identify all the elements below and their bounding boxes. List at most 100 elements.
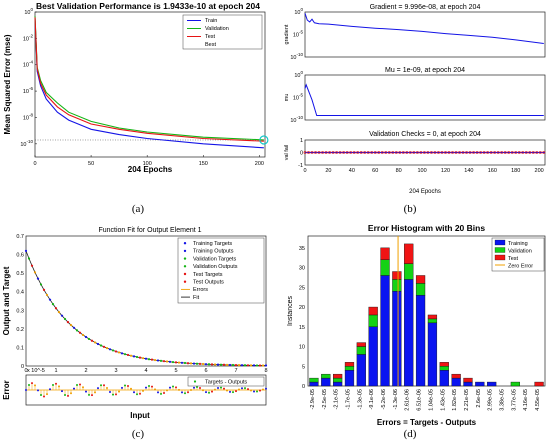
fit-error-point (31, 382, 33, 385)
mu-ylabel: mu (284, 94, 290, 102)
fit-point (93, 341, 97, 344)
fit-xtick-label: 7 (234, 368, 237, 374)
fit-point (39, 283, 43, 286)
valchecks-marker (377, 151, 381, 154)
fit-error-point (163, 391, 165, 394)
hist-bar-training (392, 291, 402, 387)
hist-bar-training (487, 381, 497, 387)
valchecks-marker (359, 151, 363, 154)
fit-ytick-label: 0.3 (16, 308, 24, 314)
valchecks-marker (352, 151, 356, 154)
fit-point (99, 344, 103, 347)
valchecks-ylabel: val fail (284, 145, 290, 161)
hist-bar-training (309, 381, 319, 387)
fit-ytick-label: 0.4 (16, 290, 24, 296)
perf-xtick-label: 200 (255, 161, 264, 167)
fit-error-point (205, 391, 207, 394)
fit-point (24, 249, 28, 252)
hist-bar-validation (333, 377, 343, 383)
fit-point (249, 364, 253, 367)
perf-ylabel: Mean Squared Error (mse) (3, 34, 12, 134)
fit-error-point (199, 387, 201, 390)
valchecks-marker (349, 151, 353, 154)
fit-point (162, 360, 166, 363)
fit-point (153, 358, 157, 362)
valchecks-ytick-label: 0 (300, 151, 303, 157)
hist-ylabel: Instances (287, 296, 294, 326)
fit-point (114, 350, 118, 353)
fit-error-point (88, 393, 90, 396)
fit-error-point (25, 389, 27, 391)
valchecks-marker (366, 151, 370, 154)
fit-error-legend-swatch (193, 380, 197, 383)
fit-point (36, 277, 40, 280)
hist-xtick-label: 1.04e-05 (428, 389, 434, 411)
valchecks-marker (426, 151, 430, 154)
perf-xtick-label: 50 (88, 161, 94, 167)
valchecks-xtick-label: 100 (417, 168, 426, 174)
hist-bar-test (356, 342, 366, 347)
fit-point (171, 360, 175, 364)
fit-error-point (166, 389, 168, 392)
hist-xtick-label: 4.55e-05 (535, 389, 541, 411)
valchecks-marker (451, 151, 454, 154)
hist-xtick-label: -2.1e-05 (334, 389, 340, 410)
valchecks-marker (387, 151, 391, 154)
valchecks-marker (310, 151, 314, 154)
fit-error-point (49, 388, 51, 391)
valchecks-marker (384, 151, 388, 154)
fit-point (186, 362, 190, 365)
fit-xlabel: Input (130, 411, 150, 420)
valchecks-marker (391, 151, 395, 154)
fit-point (198, 362, 202, 365)
valchecks-title: Validation Checks = 0, at epoch 204 (369, 131, 481, 138)
valchecks-marker (528, 151, 532, 154)
valchecks-xtick-label: 60 (372, 168, 378, 174)
valchecks-marker (303, 151, 307, 154)
fit-error-point (85, 390, 87, 393)
fit-error-point (121, 386, 123, 389)
valchecks-marker (458, 151, 461, 154)
hist-xtick-label: -1.3e-06 (393, 389, 399, 410)
valchecks-xtick-label: 180 (511, 168, 520, 174)
fit-point (63, 317, 67, 321)
fit-error-point (175, 386, 177, 389)
valchecks-marker (468, 151, 472, 154)
hist-ytick-label: 10 (299, 345, 305, 351)
fit-xtick-label: 4 (144, 368, 147, 374)
fit-legend-swatch (183, 257, 187, 260)
fit-point (219, 363, 223, 366)
fit-error-point (241, 387, 243, 390)
valchecks-marker (479, 151, 483, 154)
hist-xtick-label: -1.3e-05 (357, 389, 363, 410)
valchecks-xtick-label: 80 (396, 168, 402, 174)
valchecks-marker (370, 151, 374, 154)
fit-point (147, 358, 151, 361)
fit-point (51, 303, 55, 306)
valchecks-marker (507, 151, 511, 154)
hist-xtick-label: -1.7e-05 (345, 389, 351, 410)
caption-d: (d) (404, 428, 417, 440)
valchecks-xtick-label: 120 (441, 168, 450, 174)
hist-bar-test (333, 373, 343, 379)
hist-legend-label: Zero Error (508, 264, 533, 270)
valchecks-marker (405, 151, 409, 154)
hist-bar-training (439, 370, 449, 387)
fit-point (90, 339, 94, 342)
fit-ytick-label: 0.2 (16, 327, 24, 333)
fit-point (195, 362, 199, 365)
fit-error-point (91, 394, 93, 397)
hist-xtick-label: -9.1e-06 (369, 389, 375, 410)
valchecks-ytick-label: -1 (298, 163, 303, 169)
hist-xtick-label: 1.43e-05 (440, 389, 446, 411)
valchecks-marker (338, 151, 342, 154)
valchecks-marker (500, 151, 504, 154)
perf-xtick-label: 100 (143, 161, 152, 167)
fit-error-point (118, 390, 120, 393)
hist-bar-training (380, 275, 390, 387)
perf-ytick-label: 10-10 (20, 139, 33, 148)
fit-point (252, 364, 256, 367)
valchecks-marker (363, 151, 367, 154)
hist-bar-test (392, 271, 402, 280)
fit-error-point (79, 383, 81, 386)
